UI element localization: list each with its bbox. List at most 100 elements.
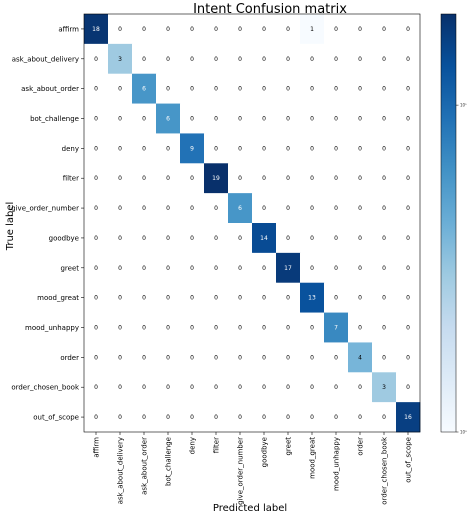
- heatmap-cell: [324, 14, 349, 45]
- cell-value-label: 0: [310, 56, 314, 63]
- y-tick-label: order_chosen_book: [11, 384, 80, 392]
- heatmap-cell: [228, 282, 253, 313]
- cell-value-label: 0: [142, 265, 146, 272]
- heatmap-cell: [204, 252, 229, 284]
- heatmap-cell: [228, 402, 253, 433]
- heatmap-cell: [252, 282, 277, 313]
- heatmap-cell: [348, 43, 373, 75]
- cell-value-label: 0: [94, 205, 98, 212]
- cell-value-label: 0: [118, 175, 122, 182]
- heatmap-cell: [84, 312, 109, 343]
- cell-value-label: 0: [358, 235, 362, 242]
- cell-value-label: 0: [334, 354, 338, 361]
- cell-value-label: 0: [382, 265, 386, 272]
- heatmap-cell: [108, 342, 133, 373]
- cell-value-label: 0: [142, 295, 146, 302]
- cell-value-label: 0: [406, 384, 410, 391]
- heatmap-cell: [204, 193, 229, 224]
- cell-value-label: 0: [214, 295, 218, 302]
- heatmap-cell: [252, 402, 277, 433]
- cell-value-label: 0: [166, 295, 170, 302]
- y-tick-label: mood_great: [37, 294, 79, 302]
- heatmap-cell: [252, 43, 277, 75]
- heatmap-cell: [396, 282, 421, 313]
- y-tick-label: bot_challenge: [30, 115, 79, 123]
- heatmap-cell: [180, 342, 205, 373]
- heatmap-cell: [84, 73, 109, 104]
- cell-value-label: 17: [284, 265, 292, 272]
- heatmap-cell: [348, 342, 373, 373]
- plot-frame: [83, 13, 421, 433]
- cell-value-label: 0: [238, 384, 242, 391]
- heatmap-cell: [276, 133, 301, 164]
- cell-value-label: 0: [406, 175, 410, 182]
- heatmap-cell: [348, 402, 373, 433]
- heatmap-cell: [300, 73, 325, 104]
- heatmap-cell: [372, 43, 397, 75]
- heatmap-cell: [252, 342, 277, 373]
- x-tick-label: give_order_number: [237, 437, 245, 505]
- cell-value-label: 0: [190, 295, 194, 302]
- heatmap-cell: [372, 193, 397, 224]
- cell-value-label: 0: [310, 86, 314, 93]
- heatmap-cell: [324, 312, 349, 343]
- cell-value-label: 0: [286, 235, 290, 242]
- cell-value-label: 0: [238, 26, 242, 33]
- cell-value-label: 0: [118, 325, 122, 332]
- heatmap-cell: [396, 193, 421, 224]
- heatmap-cell: [372, 14, 397, 45]
- heatmap-cell: [180, 312, 205, 343]
- cell-value-label: 6: [238, 205, 242, 212]
- heatmap-cell: [180, 133, 205, 164]
- y-tick-label: mood_unhappy: [25, 324, 79, 332]
- heatmap-cell: [300, 402, 325, 433]
- heatmap-cell: [276, 193, 301, 224]
- cell-value-label: 0: [238, 414, 242, 421]
- cell-value-label: 0: [382, 414, 386, 421]
- heatmap-cell: [108, 103, 133, 134]
- heatmap-cell: [300, 14, 325, 45]
- cell-value-label: 0: [406, 205, 410, 212]
- cell-value-label: 0: [94, 384, 98, 391]
- heatmap-cell: [324, 73, 349, 104]
- cell-value-label: 0: [382, 116, 386, 123]
- heatmap-cell: [396, 312, 421, 343]
- heatmap-cell: [84, 282, 109, 313]
- heatmap-cell: [132, 43, 157, 75]
- cell-value-label: 0: [238, 295, 242, 302]
- cell-value-label: 4: [358, 354, 362, 361]
- heatmap-cell: [84, 43, 109, 75]
- heatmap-cell: [324, 163, 349, 194]
- heatmap-cell: [156, 372, 181, 403]
- y-tick-label: ask_about_order: [21, 85, 79, 93]
- heatmap-cell: [324, 282, 349, 313]
- heatmap-cell: [108, 14, 133, 45]
- cell-value-label: 0: [214, 116, 218, 123]
- cell-value-label: 0: [118, 116, 122, 123]
- cell-value-label: 0: [142, 145, 146, 152]
- cell-value-label: 0: [310, 384, 314, 391]
- heatmap-cell: [252, 312, 277, 343]
- heatmap-cell: [372, 402, 397, 433]
- cell-value-label: 0: [358, 205, 362, 212]
- heatmap-cell: [372, 73, 397, 104]
- cell-value-label: 0: [190, 265, 194, 272]
- heatmap-cell: [396, 73, 421, 104]
- heatmap-cell: [300, 252, 325, 284]
- cell-value-label: 0: [238, 145, 242, 152]
- cell-value-label: 0: [190, 26, 194, 33]
- heatmap-cell: [132, 193, 157, 224]
- cell-value-label: 0: [94, 86, 98, 93]
- x-tick-label: greet: [285, 437, 293, 456]
- cell-value-label: 0: [190, 354, 194, 361]
- heatmap-cell: [228, 43, 253, 75]
- cell-value-label: 0: [358, 325, 362, 332]
- cell-value-label: 0: [142, 56, 146, 63]
- cell-value-label: 0: [166, 205, 170, 212]
- heatmap-cell: [108, 73, 133, 104]
- cell-value-label: 9: [190, 145, 194, 152]
- cell-value-label: 0: [310, 265, 314, 272]
- cell-value-label: 3: [382, 384, 386, 391]
